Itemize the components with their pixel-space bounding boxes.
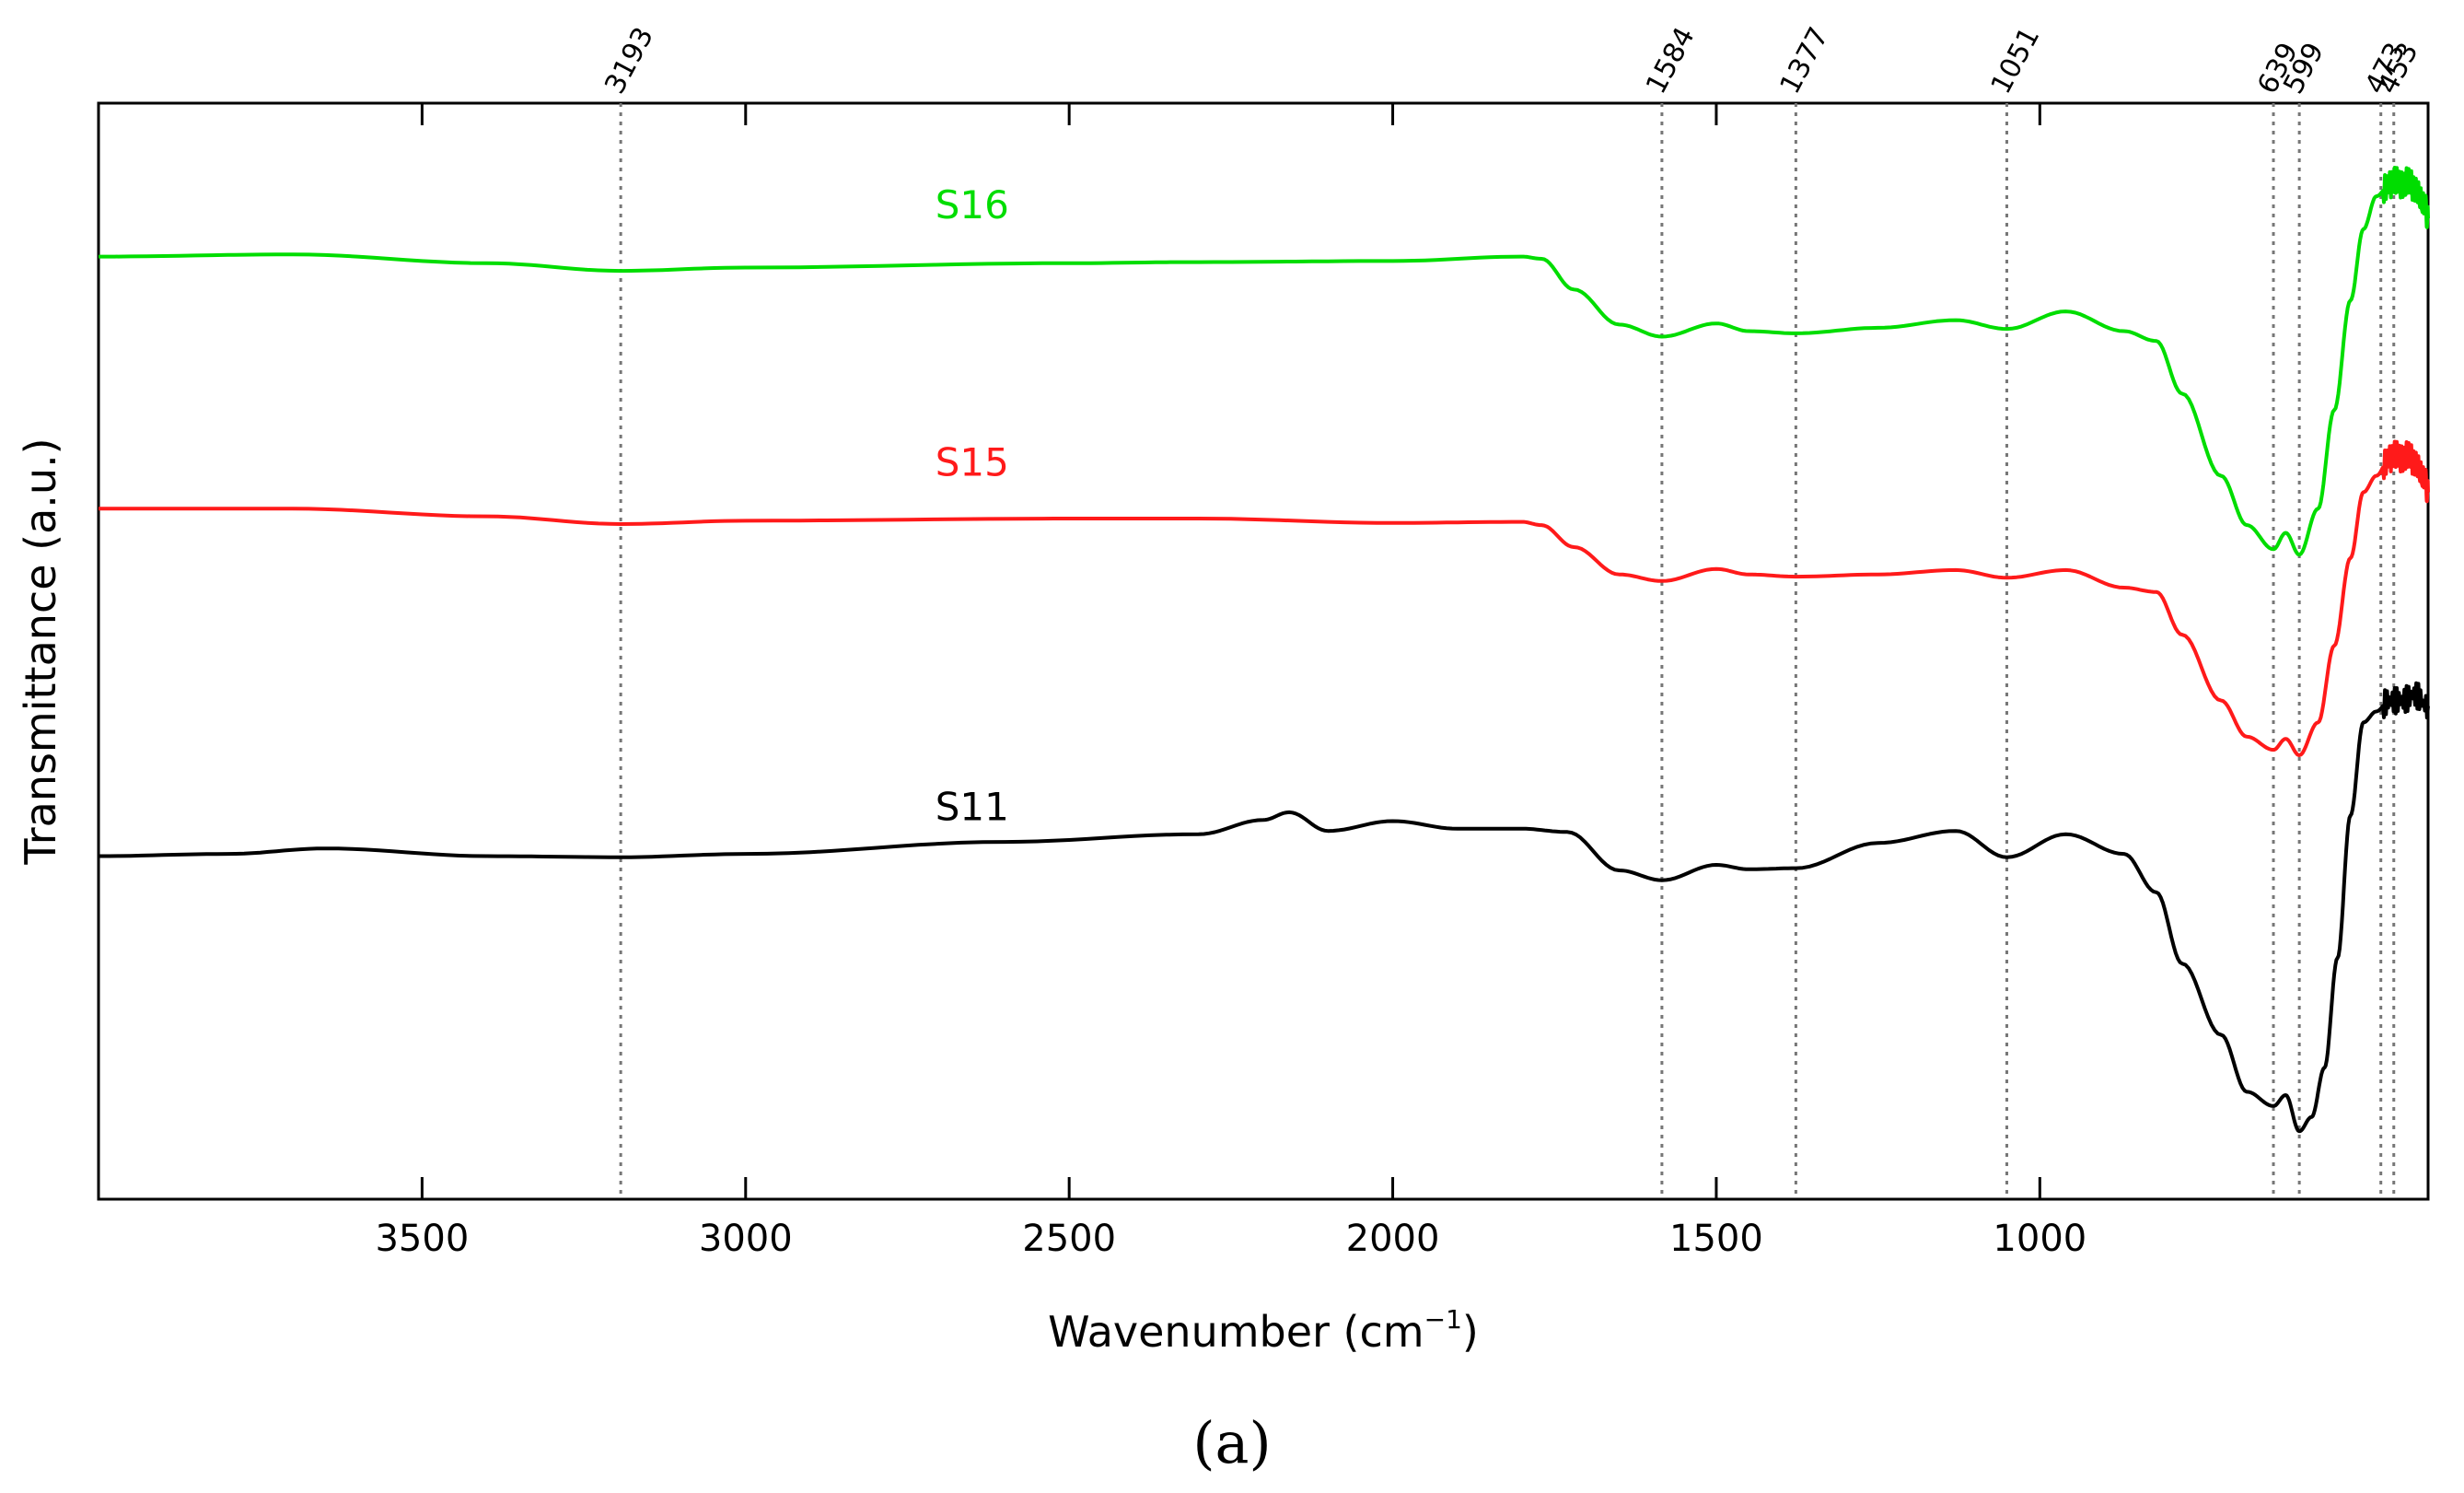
x-tick-label-1000: 1000 xyxy=(1993,1218,2086,1260)
series-group xyxy=(99,166,2430,1134)
plot-frame xyxy=(97,101,2430,1201)
series-label-s11: S11 xyxy=(936,784,1009,829)
series-labels: S16 S15 S11 xyxy=(936,182,1009,829)
x-tick-label-2000: 2000 xyxy=(1346,1218,1440,1260)
x-tick-label-1500: 1500 xyxy=(1669,1218,1763,1260)
x-axis-label-superscript: −1 xyxy=(1424,1304,1462,1335)
series-label-s16: S16 xyxy=(936,182,1009,227)
peak-label-1377: 1377 xyxy=(1774,22,1836,99)
series-line-s11 xyxy=(99,681,2430,1134)
peak-label-1584: 1584 xyxy=(1640,22,1702,99)
x-tick-label-3500: 3500 xyxy=(375,1218,469,1260)
series-line-s16 xyxy=(99,166,2430,557)
peak-label-3193: 3193 xyxy=(599,22,660,99)
figure-caption: (a) xyxy=(1192,1409,1272,1476)
x-axis-ticks: 3500 3000 2500 2000 1500 1000 xyxy=(375,103,2086,1260)
y-axis-label: Transmittance (a.u.) xyxy=(16,437,65,865)
peak-label-1051: 1051 xyxy=(1985,22,2047,99)
x-tick-label-2500: 2500 xyxy=(1022,1218,1116,1260)
x-tick-label-3000: 3000 xyxy=(699,1218,793,1260)
x-axis-label-close: ) xyxy=(1462,1307,1479,1357)
series-line-s15 xyxy=(99,439,2430,757)
x-axis-label: Wavenumber (cm−1) xyxy=(1048,1304,1479,1357)
series-label-s15: S15 xyxy=(936,440,1009,485)
peak-lines xyxy=(619,103,2396,1199)
